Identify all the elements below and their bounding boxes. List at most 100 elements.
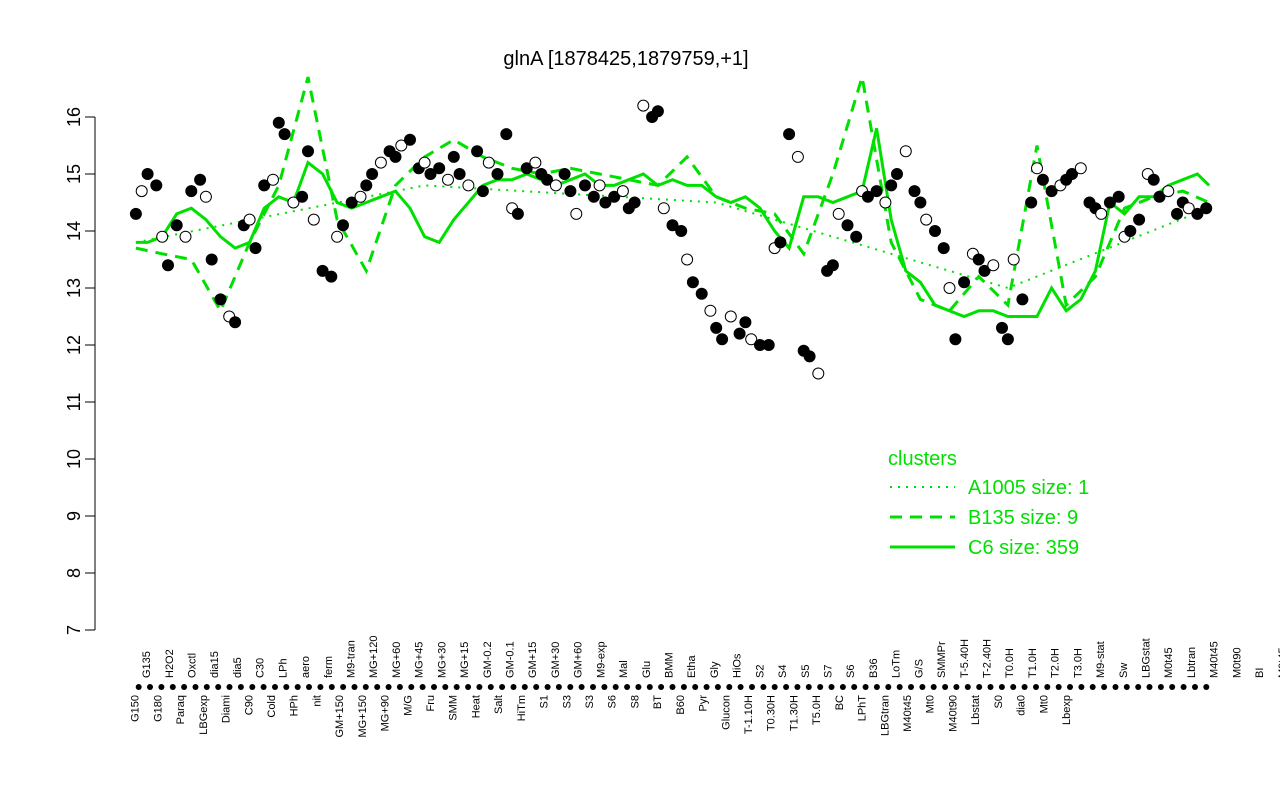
data-point [899, 145, 912, 158]
x-tick-mark [487, 684, 494, 690]
data-point [243, 213, 256, 226]
x-tick-mark [374, 684, 381, 690]
data-point [1074, 162, 1087, 175]
data-point [199, 190, 212, 203]
data-point [462, 179, 475, 192]
data-point [937, 242, 950, 255]
x-tick-label: HPh [289, 695, 301, 716]
data-point [870, 185, 883, 198]
y-tick-label: 12 [64, 335, 84, 355]
data-point [885, 179, 898, 192]
data-point [891, 168, 903, 180]
x-tick-label: S5 [800, 665, 812, 678]
x-tick-label: M40t45 [902, 695, 914, 732]
x-tick-mark [885, 684, 892, 690]
x-tick-label: S7 [823, 665, 835, 678]
data-point [762, 339, 775, 351]
x-tick-mark [976, 684, 983, 690]
data-point [418, 156, 431, 169]
data-point [675, 225, 688, 237]
data-point [511, 207, 524, 220]
x-tick-mark [1078, 684, 1085, 690]
x-tick-label: ferm [323, 656, 335, 678]
data-point [1200, 202, 1213, 215]
data-point [920, 213, 933, 226]
data-point [1066, 168, 1078, 180]
data-point [129, 207, 142, 220]
data-point [587, 190, 600, 203]
x-tick-mark [953, 684, 960, 690]
x-tick-mark [964, 684, 971, 690]
data-point [628, 196, 641, 209]
x-tick-label: LPhT [857, 695, 869, 722]
x-tick-label: LoTm [891, 650, 903, 678]
x-tick-label: Mal [618, 660, 630, 678]
x-tick-mark [942, 684, 949, 690]
x-tick-label: B36 [868, 658, 880, 678]
x-tick-label: MG+120 [368, 636, 380, 679]
y-tick-label: 8 [64, 568, 84, 578]
x-tick-label: Paraq [175, 695, 187, 724]
x-tick-mark [521, 684, 528, 690]
data-point [972, 253, 985, 266]
x-tick-mark [851, 684, 858, 690]
x-tick-mark [1146, 684, 1153, 690]
x-tick-label: HiOs [732, 653, 744, 678]
data-point [150, 179, 163, 192]
data-point [1171, 207, 1183, 220]
x-tick-mark [306, 684, 312, 690]
x-tick-mark [555, 684, 562, 690]
data-point [570, 207, 583, 220]
data-point [1001, 333, 1014, 346]
x-tick-mark [1192, 684, 1198, 690]
data-point [1191, 207, 1204, 220]
x-tick-label: T3.0H [1072, 648, 1084, 678]
x-tick-label: T1.0H [1027, 648, 1039, 678]
data-point [267, 173, 279, 186]
x-tick-label: MG+150 [357, 695, 369, 738]
x-tick-label: M9-exp [595, 641, 607, 678]
x-tick-label: dia0 [1016, 695, 1028, 716]
data-point [135, 185, 148, 198]
data-point [783, 128, 796, 141]
data-point [724, 310, 737, 323]
data-point [791, 150, 804, 163]
data-point [733, 327, 746, 340]
data-point [1031, 162, 1043, 175]
x-tick-mark [612, 684, 619, 690]
x-tick-label: S1 [539, 695, 551, 708]
x-tick-label: C90 [243, 695, 255, 715]
data-point [442, 173, 454, 186]
x-tick-mark [998, 684, 1005, 690]
x-tick-label: Oxctl [186, 653, 198, 678]
x-tick-label: T-5.40H [959, 639, 971, 678]
x-tick-mark [1010, 684, 1017, 690]
data-point [302, 145, 314, 158]
x-tick-label: dia5 [232, 657, 244, 678]
x-tick-mark [749, 684, 755, 690]
x-tick-mark [1089, 684, 1096, 690]
data-point [745, 333, 758, 346]
data-point [141, 168, 154, 180]
data-point [331, 230, 344, 243]
x-tick-mark [817, 684, 824, 690]
x-tick-label: Fru [425, 695, 437, 712]
x-tick-label: T5.0H [811, 695, 823, 725]
x-tick-mark [328, 684, 335, 690]
x-tick-mark [237, 684, 244, 690]
x-tick-label: GM+60 [573, 642, 585, 678]
data-point [374, 156, 387, 169]
data-point [651, 105, 664, 118]
x-tick-label: MG+15 [459, 642, 471, 678]
data-point [704, 304, 717, 317]
data-point [471, 145, 484, 158]
data-point [637, 99, 650, 112]
x-tick-mark [340, 684, 347, 690]
x-tick-mark [453, 684, 460, 690]
x-tick-mark [896, 684, 903, 690]
data-point [949, 333, 962, 346]
data-point [272, 116, 285, 129]
x-tick-mark [919, 684, 926, 690]
x-tick-mark [533, 684, 540, 690]
data-point [453, 168, 466, 180]
